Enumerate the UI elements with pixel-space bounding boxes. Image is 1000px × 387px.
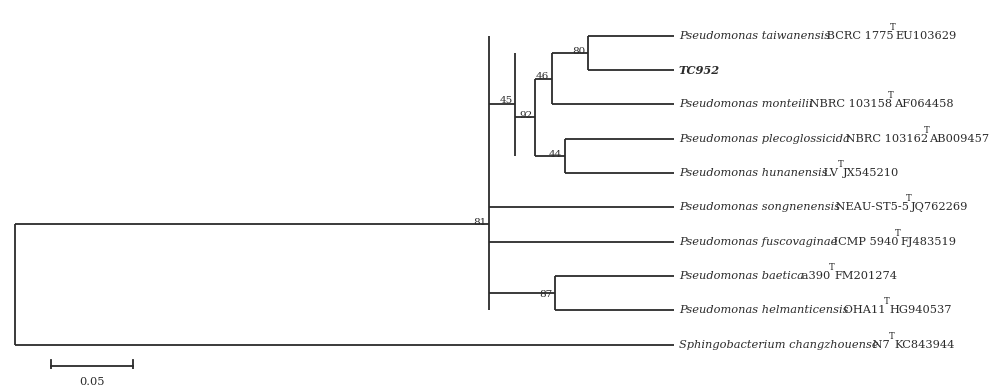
Text: BCRC 1775: BCRC 1775 xyxy=(823,31,893,41)
Text: 92: 92 xyxy=(519,111,533,120)
Text: 45: 45 xyxy=(500,96,513,104)
Text: EU103629: EU103629 xyxy=(896,31,957,41)
Text: 0.05: 0.05 xyxy=(79,377,105,387)
Text: T: T xyxy=(829,263,834,272)
Text: Pseudomonas plecoglossicida: Pseudomonas plecoglossicida xyxy=(679,134,850,144)
Text: Pseudomonas taiwanensis: Pseudomonas taiwanensis xyxy=(679,31,830,41)
Text: 87: 87 xyxy=(539,290,552,300)
Text: OHA11: OHA11 xyxy=(840,305,886,315)
Text: T: T xyxy=(924,126,929,135)
Text: 81: 81 xyxy=(473,218,486,227)
Text: AF064458: AF064458 xyxy=(894,99,953,110)
Text: Pseudomonas songnenensis: Pseudomonas songnenensis xyxy=(679,202,840,212)
Text: KC843944: KC843944 xyxy=(894,340,955,349)
Text: T: T xyxy=(906,194,911,203)
Text: T: T xyxy=(889,332,895,341)
Text: Pseudomonas monteilii: Pseudomonas monteilii xyxy=(679,99,813,110)
Text: Pseudomonas fuscovaginae: Pseudomonas fuscovaginae xyxy=(679,237,837,247)
Text: 44: 44 xyxy=(549,150,562,159)
Text: Pseudomonas hunanensis: Pseudomonas hunanensis xyxy=(679,168,827,178)
Text: Pseudomonas helmanticensis: Pseudomonas helmanticensis xyxy=(679,305,848,315)
Text: 80: 80 xyxy=(572,47,585,56)
Text: T: T xyxy=(884,297,889,306)
Text: JQ762269: JQ762269 xyxy=(911,202,969,212)
Text: T: T xyxy=(888,91,894,100)
Text: HG940537: HG940537 xyxy=(889,305,952,315)
Text: FJ483519: FJ483519 xyxy=(900,237,956,247)
Text: Pseudomonas baetica: Pseudomonas baetica xyxy=(679,271,804,281)
Text: T: T xyxy=(895,229,901,238)
Text: AB009457: AB009457 xyxy=(929,134,989,144)
Text: NBRC 103162: NBRC 103162 xyxy=(842,134,928,144)
Text: ICMP 5940: ICMP 5940 xyxy=(830,237,898,247)
Text: TC952: TC952 xyxy=(679,65,720,75)
Text: N7: N7 xyxy=(869,340,890,349)
Text: a390: a390 xyxy=(798,271,830,281)
Text: Sphingobacterium changzhouense: Sphingobacterium changzhouense xyxy=(679,340,879,349)
Text: FM201274: FM201274 xyxy=(834,271,897,281)
Text: NBRC 103158: NBRC 103158 xyxy=(806,99,892,110)
Text: NEAU-ST5-5: NEAU-ST5-5 xyxy=(832,202,909,212)
Text: T: T xyxy=(837,160,843,169)
Text: 46: 46 xyxy=(536,72,549,81)
Text: JX545210: JX545210 xyxy=(843,168,899,178)
Text: T: T xyxy=(890,22,896,32)
Text: LV: LV xyxy=(820,168,838,178)
